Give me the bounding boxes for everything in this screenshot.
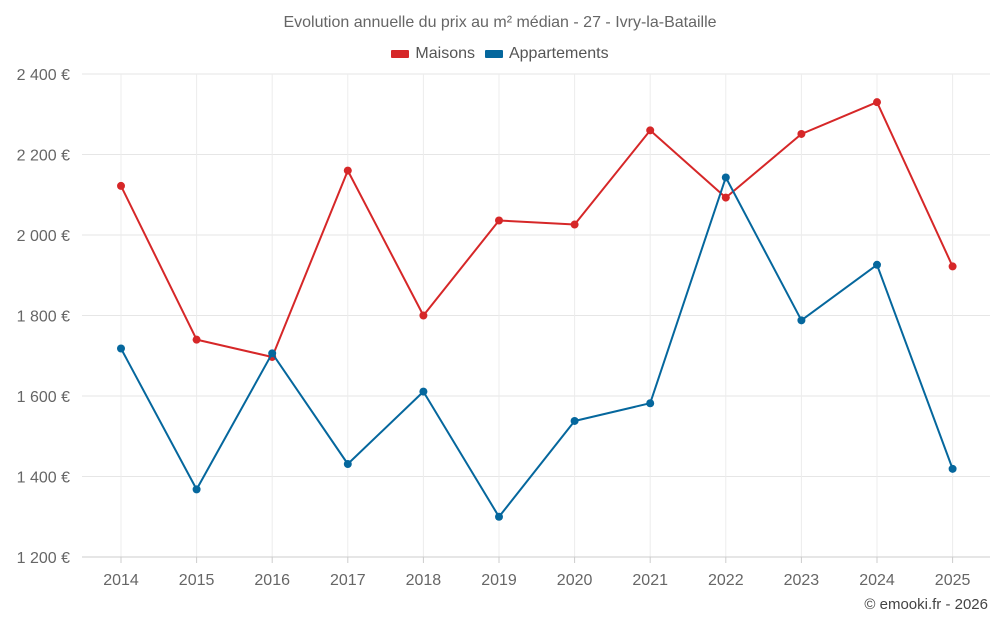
data-point-appartements [721,173,730,182]
x-tick-label: 2021 [632,572,668,589]
series-appartements [117,173,957,521]
data-point-appartements [948,464,957,473]
data-point-appartements [268,349,277,358]
x-tick-label: 2016 [254,572,290,589]
x-tick-label: 2015 [179,572,215,589]
x-tick-label: 2024 [859,572,895,589]
data-point-maisons [495,216,503,225]
series-maisons [117,98,957,361]
data-point-maisons [419,311,428,320]
legend-swatch-appartements [484,50,503,58]
axes: 1 200 € 1 400 € 1 600 € 1 800 € 2 000 € 2 200… [17,67,990,589]
x-tick-label: 2022 [708,572,744,589]
y-tick-label: 2 200 € [17,148,70,165]
x-tick-label: 2018 [406,572,442,589]
data-point-maisons [570,220,579,229]
y-tick-label: 2 000 € [17,228,70,245]
series-layer [117,98,957,521]
legend-swatch-maisons [391,50,410,58]
y-tick-label: 1 600 € [17,389,70,406]
data-point-maisons [797,129,806,138]
series-line-maisons [120,101,954,358]
data-point-maisons [873,98,881,107]
data-point-maisons [343,166,352,175]
y-tick-label: 1 200 € [17,550,70,567]
y-tick-label: 1 800 € [17,309,70,326]
data-point-appartements [343,460,352,469]
data-point-appartements [192,485,201,494]
x-tick-label: 2017 [330,572,366,589]
data-point-maisons [721,193,730,202]
credit-text: © emooki.fr - 2026 [864,596,988,613]
y-tick-label: 2 400 € [17,67,70,84]
legend: Maisons Appartements [0,45,1000,63]
data-point-appartements [873,260,881,269]
data-point-appartements [797,316,806,325]
data-point-maisons [192,335,201,344]
chart-title: Evolution annuelle du prix au m² médian … [283,14,717,31]
data-point-appartements [495,512,503,521]
y-tick-label: 1 400 € [17,470,70,487]
data-point-maisons [948,262,957,271]
data-point-appartements [570,416,579,425]
x-tick-label: 2014 [103,572,139,589]
data-point-maisons [646,126,655,135]
data-point-appartements [419,387,428,396]
legend-label-appartements: Appartements [508,45,609,62]
legend-label-maisons: Maisons [415,45,475,62]
x-tick-label: 2023 [784,572,820,589]
x-tick-label: 2025 [935,572,971,589]
data-point-appartements [117,344,125,353]
legend-item-maisons[interactable]: Maisons [391,45,475,63]
legend-item-appartements[interactable]: Appartements [484,45,609,63]
x-tick-label: 2019 [481,572,517,589]
data-point-appartements [646,399,655,408]
series-line-appartements [120,176,954,518]
grid [82,73,990,557]
x-tick-label: 2020 [557,572,593,589]
data-point-maisons [117,181,125,190]
